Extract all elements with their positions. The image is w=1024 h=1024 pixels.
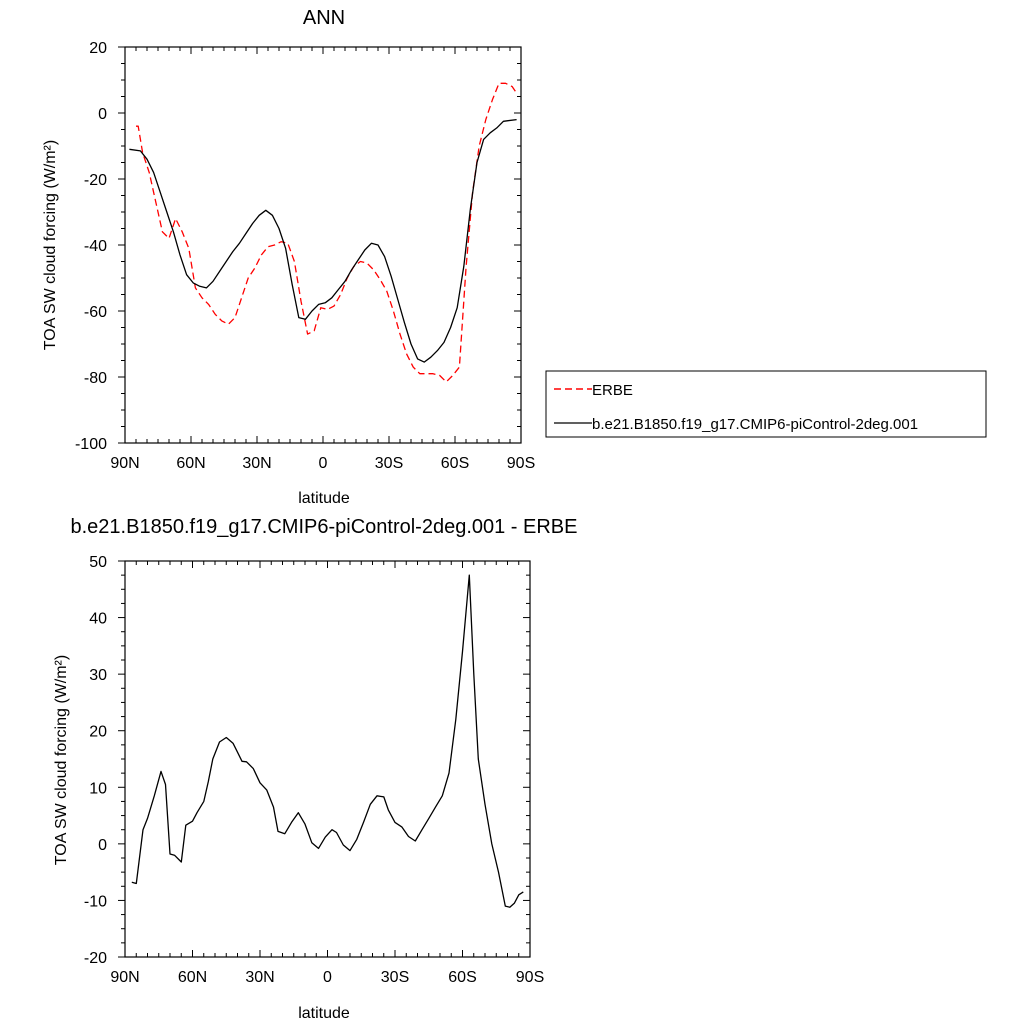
- top-x-tick-label: 30N: [242, 455, 271, 472]
- top-x-tick-label: 60N: [176, 455, 205, 472]
- top-x-tick-label: 30S: [375, 455, 403, 472]
- bottom-x-tick-label: 60S: [448, 969, 476, 986]
- bottom-y-tick-label: 10: [89, 780, 107, 797]
- top-x-tick-label: 90N: [110, 455, 139, 472]
- bottom-y-tick-label: -20: [84, 950, 107, 967]
- bottom-chart-title: b.e21.B1850.f19_g17.CMIP6-piControl-2deg…: [71, 516, 578, 538]
- bottom-series-lines: [131, 574, 524, 908]
- top-axis-ticks: 90N 60N 30N 0 30S 60S 90S -100 -80 -60 -40 -20 0 20: [75, 40, 535, 472]
- bottom-y-tick-label: -10: [84, 893, 107, 910]
- top-y-tick-label: -20: [84, 172, 107, 189]
- bottom-x-tick-label: 60N: [178, 969, 207, 986]
- bottom-x-tick-label: 0: [323, 969, 332, 986]
- top-x-tick-label: 90S: [507, 455, 535, 472]
- top-y-tick-label: -100: [75, 436, 107, 453]
- bottom-y-tick-label: 40: [89, 611, 107, 628]
- top-y-tick-label: -80: [84, 370, 107, 387]
- bottom-axis-ticks: 90N 60N 30N 0 30S 60S 90S -20 -10 0 10 20 30 40 50: [84, 554, 544, 986]
- top-x-tick-label: 60S: [441, 455, 469, 472]
- bottom-y-tick-label: 20: [89, 724, 107, 741]
- bottom-x-axis-label: latitude: [298, 1005, 350, 1022]
- top-y-tick-label: -60: [84, 304, 107, 321]
- top-series-line-erbe: [136, 82, 518, 383]
- bottom-y-tick-label: 50: [89, 554, 107, 571]
- top-y-tick-label: -40: [84, 238, 107, 255]
- top-legend: ERBE b.e21.B1850.f19_g17.CMIP6-piControl…: [545, 370, 987, 438]
- top-series-line-model: [129, 118, 517, 363]
- bottom-y-tick-label: 30: [89, 667, 107, 684]
- top-y-axis-label: TOA SW cloud forcing (W/m²): [42, 140, 59, 350]
- legend-label-erbe: ERBE: [592, 382, 633, 399]
- bottom-y-axis-label: TOA SW cloud forcing (W/m²): [53, 655, 70, 865]
- top-chart-title: ANN: [303, 7, 345, 29]
- top-x-axis-label: latitude: [298, 490, 350, 507]
- bottom-x-tick-label: 30S: [381, 969, 409, 986]
- legend-label-model: b.e21.B1850.f19_g17.CMIP6-piControl-2deg…: [592, 416, 918, 433]
- difference-panel: b.e21.B1850.f19_g17.CMIP6-piControl-2deg…: [53, 516, 577, 1022]
- bottom-x-tick-label: 90S: [516, 969, 544, 986]
- bottom-y-tick-label: 0: [98, 837, 107, 854]
- bottom-x-tick-label: 90N: [110, 969, 139, 986]
- annual-mean-panel: ANN 90N 60N 30N 0 30S 60S 90S -100 -80 -60 -40 -20 0…: [42, 7, 987, 507]
- bottom-series-line-difference: [131, 574, 524, 908]
- bottom-x-tick-label: 30N: [245, 969, 274, 986]
- top-plot-frame: [124, 46, 522, 444]
- top-y-tick-label: 0: [98, 106, 107, 123]
- top-series-lines: [129, 82, 518, 383]
- top-y-tick-label: 20: [89, 40, 107, 57]
- legend-box: [545, 370, 987, 438]
- top-x-tick-label: 0: [319, 455, 328, 472]
- bottom-plot-frame: [124, 560, 531, 958]
